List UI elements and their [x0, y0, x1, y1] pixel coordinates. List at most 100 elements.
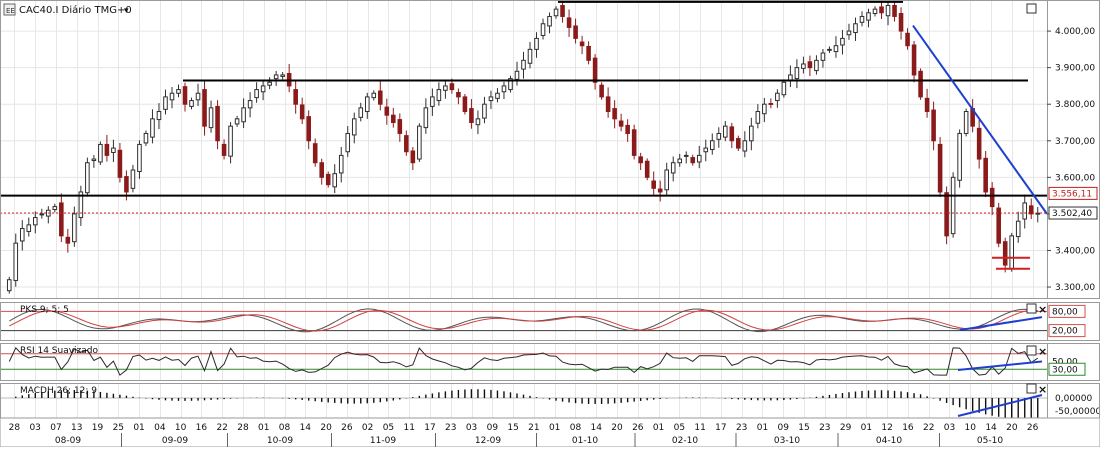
price-panel [0, 0, 1047, 294]
candle-body [833, 45, 839, 53]
candle-body [872, 8, 878, 15]
x-month-label: 03-10 [774, 436, 800, 446]
candle-body [462, 96, 468, 113]
candle-body [690, 157, 696, 164]
candle-body [332, 173, 338, 188]
candle-body [325, 173, 331, 186]
macd-label[interactable]: MACDH 26; 12; 9 [20, 386, 97, 396]
macd-close-icon[interactable]: × [1038, 383, 1047, 396]
candle-body [540, 23, 546, 36]
candle-body [521, 59, 526, 70]
candle-body [892, 4, 897, 17]
x-day-label: 26 [341, 423, 353, 433]
candle-body [176, 89, 181, 94]
x-day-label: 01 [258, 423, 269, 433]
candle-body [879, 6, 884, 14]
macd-divergence-line [957, 394, 1043, 417]
x-day-label: 20 [1006, 423, 1018, 433]
chart-title[interactable]: CAC40.I Diário TMG+0 [19, 4, 132, 16]
candle-body [241, 107, 246, 123]
candle-body [351, 118, 357, 136]
candle-body [39, 213, 45, 216]
candle-body [482, 103, 487, 119]
candle-body [989, 187, 995, 208]
x-day-label: 03 [466, 423, 477, 433]
candle-body [117, 149, 123, 178]
chart-menu-icon[interactable] [3, 3, 16, 16]
candle-body [280, 74, 285, 77]
candle-body [371, 92, 377, 99]
y-tick-label: 3.600,00 [1055, 173, 1095, 183]
candle-body [293, 89, 298, 105]
x-day-label: 13 [71, 423, 82, 433]
stochastic-label[interactable]: PKS 9; 5; 5 [20, 305, 69, 315]
candle-body [937, 143, 943, 193]
stochastic-maximize-icon[interactable] [1026, 303, 1037, 314]
candle-body [130, 169, 136, 189]
candle-body [560, 4, 565, 17]
x-month-label: 02-10 [672, 436, 698, 446]
candle-body [208, 107, 214, 129]
x-day-label: 09 [487, 423, 499, 433]
candle-body [267, 81, 272, 86]
x-month-label: 05-10 [977, 436, 1003, 446]
grid [0, 1, 1047, 418]
candle-body [618, 120, 624, 127]
x-day-label: 19 [92, 423, 104, 433]
x-day-label: 14 [591, 423, 603, 433]
x-day-label: 03 [944, 423, 955, 433]
candle-body [781, 81, 787, 96]
candle-body [111, 147, 116, 153]
candle-body [98, 143, 103, 163]
candle-body [195, 92, 201, 101]
chart-title-dropdown-icon[interactable]: ▾ [124, 6, 129, 16]
candle-body [716, 132, 722, 140]
candle-body [827, 48, 832, 51]
candle-body [59, 202, 64, 237]
candle-body [202, 89, 207, 127]
candle-body [449, 83, 455, 91]
macd-level-label: 0,00000 [1055, 394, 1092, 404]
candle-body [657, 188, 663, 193]
candle-body [1022, 202, 1028, 220]
candle-body [866, 12, 871, 21]
candle-body [19, 228, 25, 242]
rsi-close-icon[interactable]: × [1038, 345, 1047, 358]
x-month-label: 01-10 [572, 436, 598, 446]
candle-body [1028, 205, 1034, 215]
candle-body [456, 92, 461, 98]
candle-body [801, 63, 806, 69]
x-day-label: 17 [715, 423, 726, 433]
candle-body [905, 32, 910, 47]
candle-body [683, 154, 689, 157]
y-tick-label: 4.000,00 [1055, 27, 1095, 37]
candle-body [85, 162, 90, 194]
x-day-label: 26 [1027, 423, 1039, 433]
labels: 3.556,11 3.502,40 [1048, 186, 1098, 220]
stoch-level-label: 20,00 [1052, 327, 1078, 337]
candle-body [124, 176, 129, 193]
candle-body [358, 107, 364, 118]
rsi-line [8, 347, 1038, 376]
maximize-icon[interactable] [1026, 3, 1037, 14]
x-day-label: 26 [632, 423, 644, 433]
stochastic-close-icon[interactable]: × [1038, 303, 1047, 316]
candle-body [853, 23, 858, 34]
x-day-label: 22 [923, 423, 934, 433]
x-day-label: 23 [736, 423, 747, 433]
y-tick-label: 3.300,00 [1055, 283, 1095, 293]
candle-body [573, 25, 578, 39]
rsi-divergence-line [957, 360, 1043, 372]
candle-body [397, 119, 403, 134]
candle-body [404, 135, 409, 153]
candle-body [52, 206, 58, 211]
rsi-maximize-icon[interactable] [1026, 345, 1037, 356]
rsi-label[interactable]: RSI 14 Suavizado [20, 346, 99, 356]
x-day-label: 28 [237, 423, 249, 433]
candle-body [775, 92, 780, 102]
candle-body [534, 37, 539, 50]
x-day-label: 15 [798, 423, 809, 433]
macd-maximize-icon[interactable] [1026, 383, 1037, 394]
candle-body [306, 116, 311, 142]
candle-body [749, 125, 754, 142]
